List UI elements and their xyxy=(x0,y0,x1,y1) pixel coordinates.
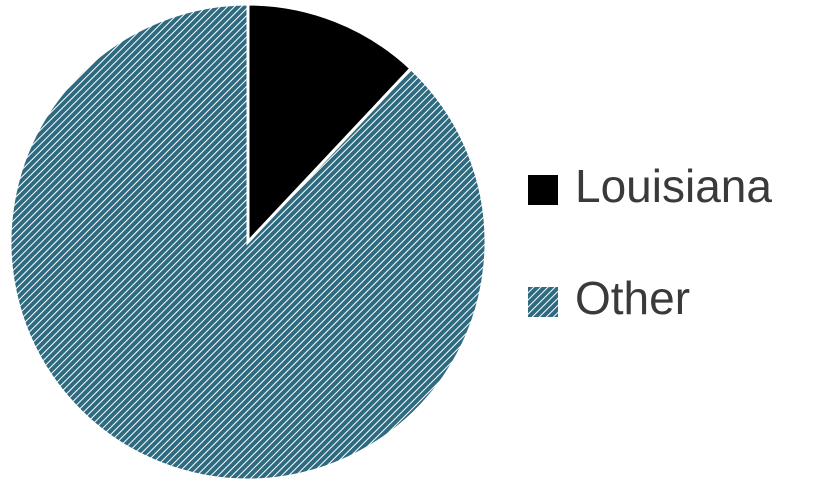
legend-label: Louisiana xyxy=(575,160,772,212)
pie-slice xyxy=(246,2,414,246)
legend-label: Other xyxy=(575,272,690,324)
legend-swatch xyxy=(528,287,558,317)
legend-swatch xyxy=(528,175,558,205)
pie-slice xyxy=(8,2,488,482)
